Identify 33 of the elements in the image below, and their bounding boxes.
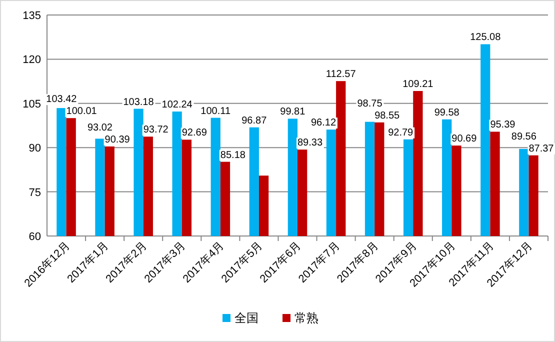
data-label: 90.39 <box>104 134 130 146</box>
legend-label: 常熟 <box>294 311 318 325</box>
y-tick-label: 90 <box>28 142 41 155</box>
data-label: 89.56 <box>511 131 537 142</box>
data-label: 89.33 <box>298 138 323 149</box>
data-label: 100.01 <box>66 106 98 118</box>
data-label: 90.69 <box>452 134 478 145</box>
data-label: 98.75 <box>357 98 383 110</box>
data-label: 98.55 <box>374 110 400 122</box>
data-label: 99.58 <box>434 107 460 118</box>
data-label: 102.24 <box>162 100 193 111</box>
data-label: 93.02 <box>87 122 113 134</box>
data-label: 109.21 <box>402 78 434 90</box>
data-label: 96.12 <box>311 118 336 129</box>
y-tick-label: 120 <box>22 54 41 66</box>
data-label: 95.39 <box>490 120 516 131</box>
data-label: 92.79 <box>388 127 414 138</box>
y-tick-label: 75 <box>28 186 41 199</box>
legend-label: 全国 <box>234 311 258 325</box>
data-label: 96.87 <box>242 115 268 126</box>
data-label: 85.18 <box>220 150 246 161</box>
data-label: 103.42 <box>46 94 78 106</box>
data-label: 87.37 <box>528 143 554 154</box>
y-tick-label: 135 <box>22 10 41 22</box>
y-tick-label: 105 <box>22 98 41 110</box>
data-label: 112.57 <box>326 69 356 80</box>
data-label: 125.08 <box>470 32 502 44</box>
y-tick-label: 60 <box>28 231 41 243</box>
data-label: 92.69 <box>182 128 208 139</box>
data-label: 103.18 <box>123 96 154 108</box>
data-label: 93.72 <box>143 124 169 136</box>
data-label: 99.81 <box>280 106 306 118</box>
data-label: 100.11 <box>200 106 231 117</box>
